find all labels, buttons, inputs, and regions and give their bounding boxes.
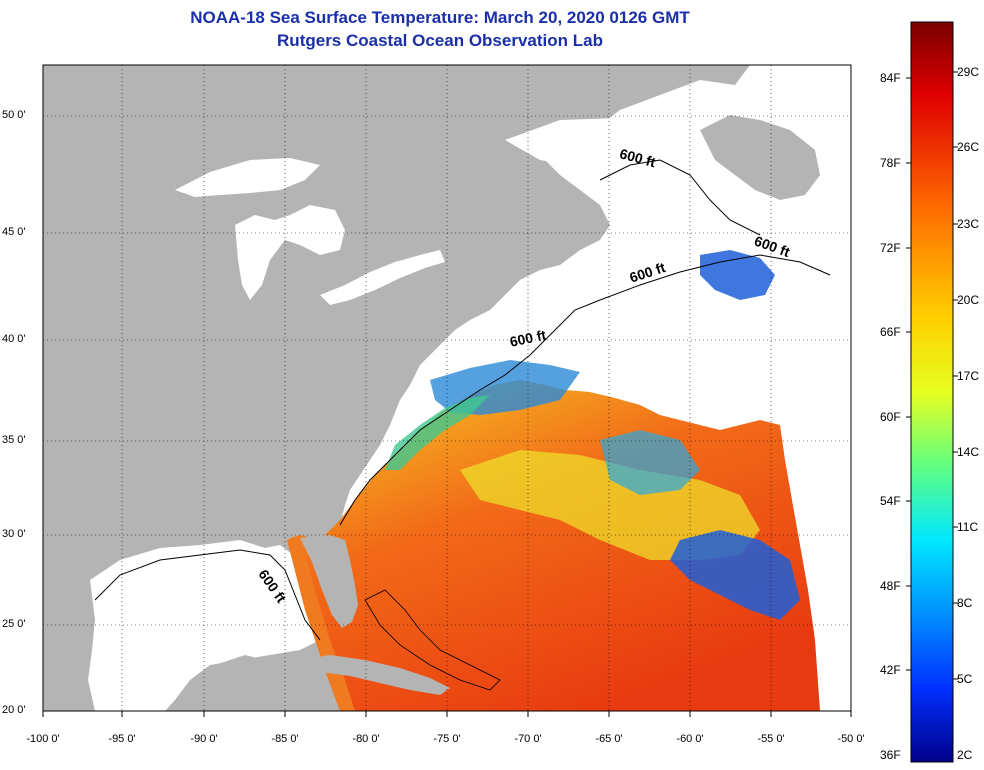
lon-label: -90 0' <box>190 733 218 745</box>
colorbar-label-c: 5C <box>957 672 973 686</box>
lat-label: 30 0' <box>2 528 26 540</box>
colorbar-label-c: 26C <box>957 140 980 154</box>
lon-label: -75 0' <box>433 733 461 745</box>
colorbar-label-c: 8C <box>957 596 973 610</box>
colorbar-label-f: 48F <box>880 579 901 593</box>
lon-label: -65 0' <box>595 733 623 745</box>
lon-label: -100 0' <box>26 733 60 745</box>
lat-label: 25 0' <box>2 618 26 630</box>
lon-label: -95 0' <box>108 733 136 745</box>
colorbar-label-c: 17C <box>957 369 980 383</box>
sst-cool-patch-east <box>670 530 800 620</box>
axis-ticks <box>42 711 852 717</box>
colorbar-label-c: 29C <box>957 65 980 79</box>
colorbar-label-c: 2C <box>957 748 973 762</box>
newfoundland <box>700 115 820 200</box>
lake-superior <box>175 158 320 197</box>
lat-label: 40 0' <box>2 333 26 345</box>
isobath-600ft-gulf <box>94 549 321 641</box>
lat-label: 50 0' <box>2 109 26 121</box>
lat-label: 20 0' <box>2 704 26 716</box>
sst-cool-patch-mid <box>600 430 700 495</box>
colorbar-label-f: 60F <box>880 410 901 424</box>
colorbar-label-c: 23C <box>957 217 980 231</box>
lon-label: -85 0' <box>271 733 299 745</box>
lon-label: -80 0' <box>352 733 380 745</box>
isobath-600ft-north <box>599 159 761 236</box>
gulf-st-lawrence <box>505 118 720 210</box>
lon-label: -55 0' <box>757 733 785 745</box>
lat-label: 45 0' <box>2 226 26 238</box>
colorbar-label-f: 66F <box>880 325 901 339</box>
lat-label: 35 0' <box>2 434 26 446</box>
colorbar-label-f: 54F <box>880 494 901 508</box>
colorbar-label-c: 11C <box>957 520 979 534</box>
isobath-600ft <box>339 254 831 526</box>
colorbar-label-c: 14C <box>957 445 980 459</box>
colorbar-label-f: 36F <box>880 748 901 762</box>
grid-lines <box>43 65 851 711</box>
lon-label: -70 0' <box>514 733 542 745</box>
colorbar-label-f: 84F <box>880 71 901 85</box>
bahamas-outline <box>364 589 501 691</box>
colorbar-label-f: 42F <box>880 663 901 677</box>
lake-erie-ontario <box>320 250 445 305</box>
lake-michigan-huron <box>235 205 345 300</box>
yucatan-peninsula <box>175 655 270 711</box>
colorbar <box>910 21 954 763</box>
map-subtitle: Rutgers Coastal Ocean Observation Lab <box>277 31 603 50</box>
colorbar-label-c: 20C <box>957 293 980 307</box>
colorbar-ticks <box>906 71 958 680</box>
cuba <box>300 655 450 695</box>
lon-label: -50 0' <box>837 733 865 745</box>
sst-gulfstream-edge <box>385 395 490 470</box>
colorbar-label-f: 78F <box>880 156 901 170</box>
colorbar-label-f: 72F <box>880 241 901 255</box>
map-title: NOAA-18 Sea Surface Temperature: March 2… <box>190 8 690 27</box>
lon-label: -60 0' <box>676 733 704 745</box>
florida-peninsula <box>300 535 358 628</box>
